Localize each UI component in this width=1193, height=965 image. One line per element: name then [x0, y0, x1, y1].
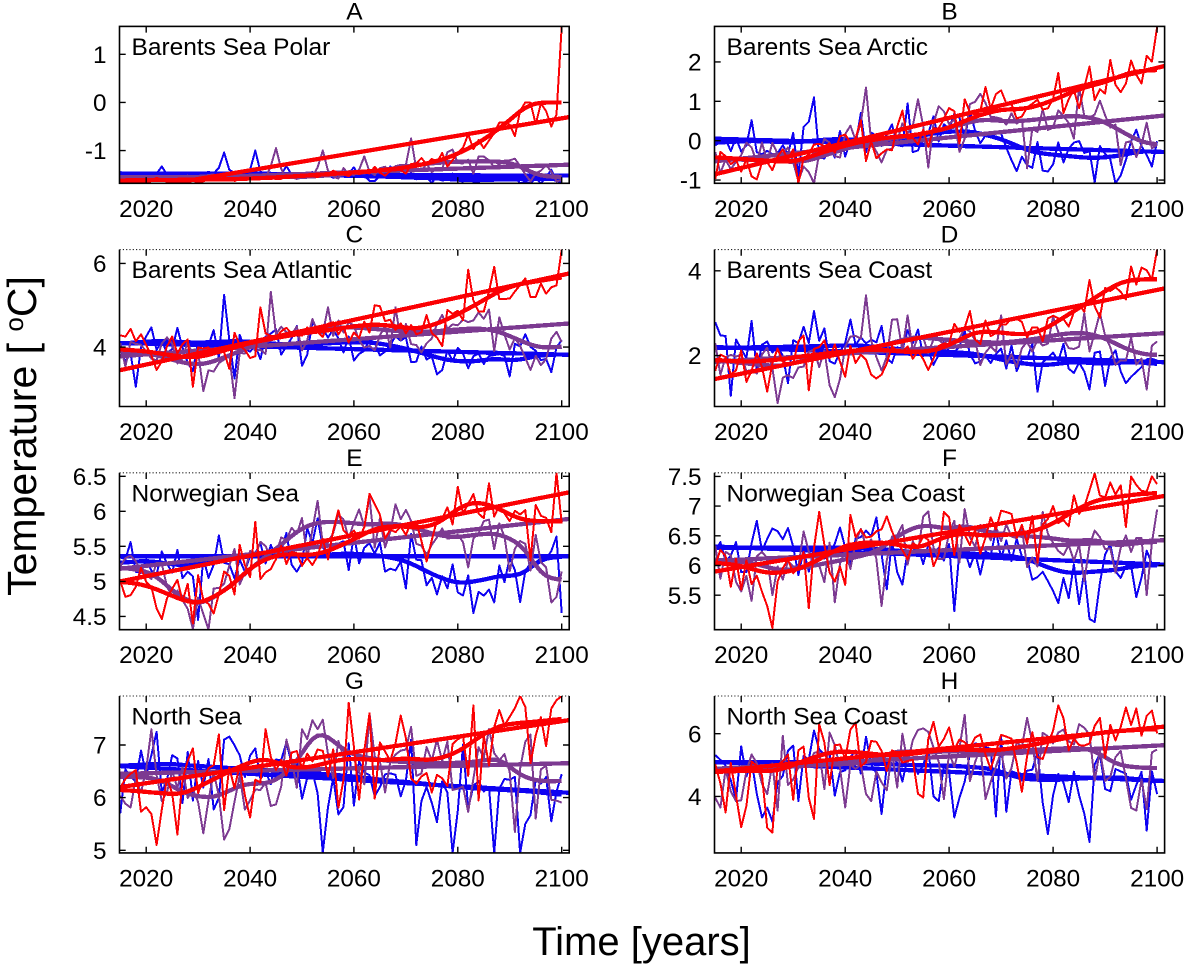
svg-text:2020: 2020 [714, 642, 768, 669]
svg-text:F: F [942, 445, 957, 472]
svg-text:2040: 2040 [223, 419, 277, 446]
svg-text:Barents Sea Arctic: Barents Sea Arctic [727, 34, 929, 61]
svg-text:5.5: 5.5 [73, 534, 107, 561]
svg-text:Barents Sea Atlantic: Barents Sea Atlantic [132, 257, 353, 284]
svg-text:2020: 2020 [714, 196, 768, 223]
svg-text:Norwegian Sea Coast: Norwegian Sea Coast [727, 480, 966, 507]
svg-text:2100: 2100 [1130, 642, 1184, 669]
svg-text:1: 1 [688, 89, 702, 116]
svg-text:7: 7 [688, 494, 702, 521]
svg-text:Time [years]: Time [years] [532, 920, 751, 964]
svg-text:North Sea Coast: North Sea Coast [727, 704, 908, 731]
svg-text:2080: 2080 [1026, 642, 1080, 669]
svg-text:2040: 2040 [818, 419, 872, 446]
svg-text:6.5: 6.5 [73, 464, 107, 491]
svg-text:North Sea: North Sea [132, 704, 243, 731]
svg-text:6.5: 6.5 [668, 523, 702, 550]
svg-text:2080: 2080 [1026, 419, 1080, 446]
svg-text:0: 0 [93, 90, 107, 117]
svg-text:4: 4 [93, 335, 107, 362]
svg-text:2100: 2100 [1130, 196, 1184, 223]
svg-text:2100: 2100 [535, 642, 589, 669]
svg-text:A: A [346, 0, 363, 25]
svg-text:2040: 2040 [818, 642, 872, 669]
svg-text:7: 7 [93, 733, 107, 760]
svg-text:-1: -1 [680, 168, 702, 195]
svg-text:2060: 2060 [327, 642, 381, 669]
svg-text:2060: 2060 [922, 642, 976, 669]
svg-text:E: E [346, 445, 362, 472]
svg-text:5.5: 5.5 [668, 583, 702, 610]
svg-text:6: 6 [93, 251, 107, 278]
svg-text:2060: 2060 [327, 865, 381, 892]
svg-text:D: D [941, 222, 959, 249]
svg-text:2040: 2040 [223, 196, 277, 223]
svg-text:Norwegian Sea: Norwegian Sea [132, 480, 300, 507]
svg-text:2: 2 [688, 50, 702, 77]
svg-text:5: 5 [93, 838, 107, 865]
svg-text:2040: 2040 [818, 196, 872, 223]
svg-text:2020: 2020 [119, 865, 173, 892]
svg-text:2100: 2100 [535, 196, 589, 223]
svg-text:2020: 2020 [119, 419, 173, 446]
svg-text:2020: 2020 [714, 865, 768, 892]
svg-text:2040: 2040 [223, 642, 277, 669]
svg-text:2040: 2040 [223, 865, 277, 892]
svg-text:1: 1 [93, 42, 107, 69]
svg-text:0: 0 [688, 128, 702, 155]
svg-text:2080: 2080 [431, 642, 485, 669]
svg-text:4.5: 4.5 [73, 604, 107, 631]
svg-text:6: 6 [688, 721, 702, 748]
svg-text:2060: 2060 [327, 196, 381, 223]
svg-text:2080: 2080 [431, 196, 485, 223]
svg-text:2080: 2080 [1026, 196, 1080, 223]
svg-text:C: C [346, 222, 364, 249]
svg-text:2040: 2040 [818, 865, 872, 892]
svg-text:2: 2 [688, 343, 702, 370]
svg-text:Barents Sea Polar: Barents Sea Polar [132, 34, 331, 61]
svg-text:2060: 2060 [922, 865, 976, 892]
svg-text:-1: -1 [85, 138, 107, 165]
svg-text:6: 6 [93, 785, 107, 812]
svg-text:4: 4 [688, 258, 702, 285]
svg-text:2060: 2060 [327, 419, 381, 446]
svg-text:2020: 2020 [119, 642, 173, 669]
svg-text:2100: 2100 [1130, 865, 1184, 892]
svg-text:B: B [941, 0, 957, 25]
svg-text:H: H [941, 668, 959, 695]
svg-text:2060: 2060 [922, 196, 976, 223]
svg-text:G: G [345, 668, 364, 695]
svg-text:2080: 2080 [431, 419, 485, 446]
svg-text:2100: 2100 [535, 419, 589, 446]
svg-text:2020: 2020 [119, 196, 173, 223]
svg-text:2060: 2060 [922, 419, 976, 446]
svg-text:2080: 2080 [1026, 865, 1080, 892]
svg-text:2020: 2020 [714, 419, 768, 446]
svg-text:2080: 2080 [431, 865, 485, 892]
svg-text:7.5: 7.5 [668, 464, 702, 491]
svg-text:Barents Sea Coast: Barents Sea Coast [727, 257, 933, 284]
svg-text:2100: 2100 [535, 865, 589, 892]
svg-text:5: 5 [93, 569, 107, 596]
svg-text:6: 6 [93, 499, 107, 526]
svg-text:4: 4 [688, 784, 702, 811]
svg-text:6: 6 [688, 553, 702, 580]
svg-text:2100: 2100 [1130, 419, 1184, 446]
